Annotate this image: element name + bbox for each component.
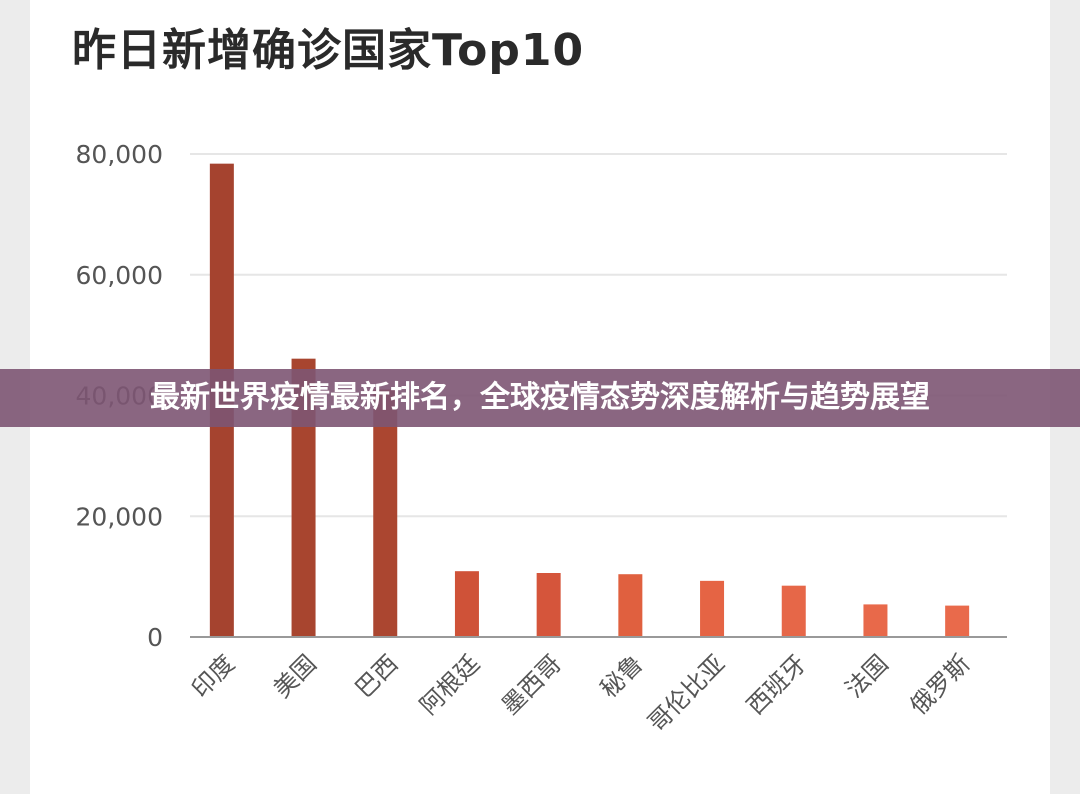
x-tick-label: 秘鲁 (595, 649, 649, 703)
y-tick-label: 20,000 (76, 502, 163, 531)
x-tick-label: 美国 (268, 649, 322, 703)
bar (618, 574, 643, 637)
bar (454, 571, 479, 637)
bar (863, 604, 888, 637)
bar (536, 573, 561, 637)
y-tick-label: 60,000 (76, 261, 163, 290)
bar (373, 389, 398, 637)
y-tick-label: 0 (147, 623, 163, 652)
x-tick-label: 巴西 (350, 649, 404, 703)
x-tick-label: 印度 (186, 649, 240, 703)
chart-title: 昨日新增确诊国家Top10 (72, 25, 585, 76)
x-tick-label: 西班牙 (741, 649, 812, 720)
bar (781, 585, 806, 637)
headline-banner: 最新世界疫情最新排名，全球疫情态势深度解析与趋势展望 (0, 369, 1080, 427)
bar (700, 580, 725, 637)
y-tick-label: 80,000 (76, 140, 163, 169)
x-tick-label: 法国 (840, 649, 894, 703)
x-tick-label: 哥伦比亚 (643, 649, 731, 737)
x-tick-label: 墨西哥 (496, 649, 567, 720)
x-tick-label: 阿根廷 (414, 649, 485, 720)
bar (945, 605, 970, 637)
x-tick-label: 俄罗斯 (905, 649, 976, 720)
